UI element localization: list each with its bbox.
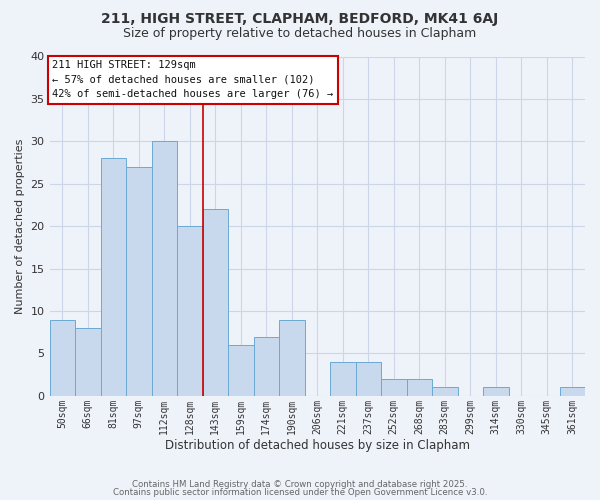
Bar xyxy=(560,388,585,396)
Bar xyxy=(177,226,203,396)
Text: 211, HIGH STREET, CLAPHAM, BEDFORD, MK41 6AJ: 211, HIGH STREET, CLAPHAM, BEDFORD, MK41… xyxy=(101,12,499,26)
Bar xyxy=(483,388,509,396)
Bar xyxy=(101,158,126,396)
Text: Contains public sector information licensed under the Open Government Licence v3: Contains public sector information licen… xyxy=(113,488,487,497)
Bar xyxy=(228,345,254,396)
X-axis label: Distribution of detached houses by size in Clapham: Distribution of detached houses by size … xyxy=(165,440,470,452)
Text: 211 HIGH STREET: 129sqm
← 57% of detached houses are smaller (102)
42% of semi-d: 211 HIGH STREET: 129sqm ← 57% of detache… xyxy=(52,60,334,100)
Text: Size of property relative to detached houses in Clapham: Size of property relative to detached ho… xyxy=(124,28,476,40)
Bar xyxy=(330,362,356,396)
Bar xyxy=(356,362,381,396)
Bar xyxy=(50,320,75,396)
Bar xyxy=(279,320,305,396)
Text: Contains HM Land Registry data © Crown copyright and database right 2025.: Contains HM Land Registry data © Crown c… xyxy=(132,480,468,489)
Bar xyxy=(203,209,228,396)
Bar xyxy=(432,388,458,396)
Bar xyxy=(381,379,407,396)
Bar xyxy=(126,167,152,396)
Bar xyxy=(407,379,432,396)
Bar xyxy=(254,336,279,396)
Bar xyxy=(75,328,101,396)
Y-axis label: Number of detached properties: Number of detached properties xyxy=(15,138,25,314)
Bar xyxy=(152,142,177,396)
